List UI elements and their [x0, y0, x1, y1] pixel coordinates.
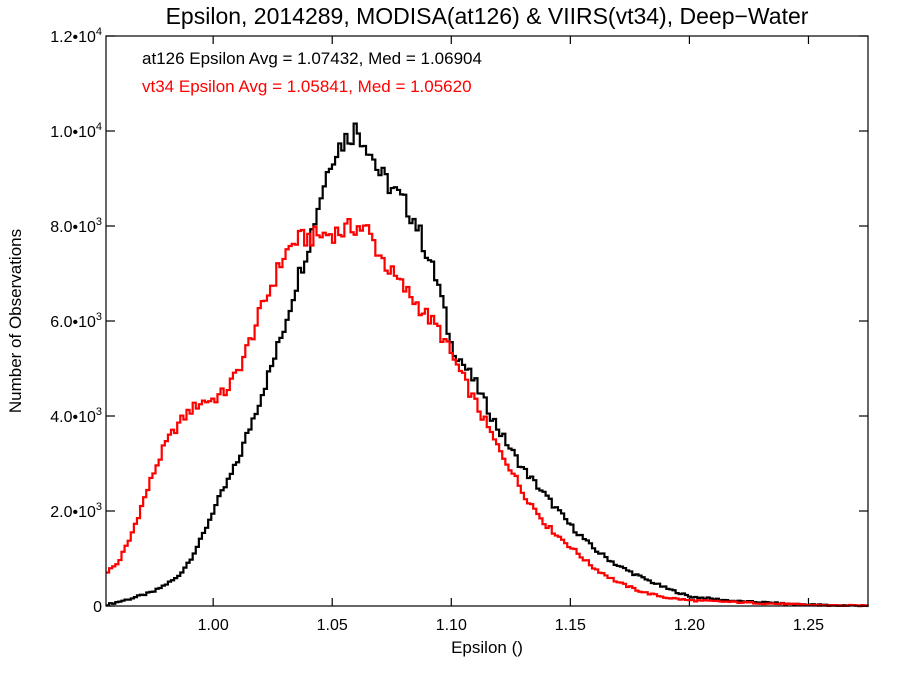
x-tick-label: 1.05: [317, 617, 348, 634]
y-tick-label: 0: [93, 599, 102, 616]
y-tick-label: 1.2•104: [50, 26, 102, 46]
x-tick-label: 1.10: [436, 617, 467, 634]
chart-title: Epsilon, 2014289, MODISA(at126) & VIIRS(…: [166, 3, 809, 29]
series-at126-line: [106, 122, 869, 608]
x-tick-label: 1.25: [793, 617, 824, 634]
y-tick-label: 2.0•103: [50, 501, 102, 521]
y-tick-label: 6.0•103: [50, 311, 102, 331]
annotation-vt34-stats: vt34 Epsilon Avg = 1.05841, Med = 1.0562…: [142, 77, 472, 96]
x-tick-label: 1.20: [674, 617, 705, 634]
x-tick-label: 1.00: [198, 617, 229, 634]
y-tick-label: 1.0•104: [50, 121, 102, 141]
series-vt34-line: [106, 217, 869, 608]
annotation-at126-stats: at126 Epsilon Avg = 1.07432, Med = 1.069…: [142, 49, 482, 68]
y-axis-title: Number of Observations: [6, 229, 25, 413]
y-axis-ticks: 0 2.0•103 4.0•103 6.0•103 8.0•103 1.0•104 1.2•…: [50, 26, 868, 616]
x-tick-label: 1.15: [555, 617, 586, 634]
y-tick-label: 4.0•103: [50, 406, 102, 426]
annotation-group: at126 Epsilon Avg = 1.07432, Med = 1.069…: [142, 49, 482, 96]
x-axis-ticks: 1.00 1.05 1.10 1.15 1.20 1.25: [198, 36, 824, 634]
plot-frame: [105, 35, 869, 607]
series-layer: [106, 122, 869, 608]
x-axis-title: Epsilon (): [451, 638, 523, 657]
y-tick-label: 8.0•103: [50, 216, 102, 236]
